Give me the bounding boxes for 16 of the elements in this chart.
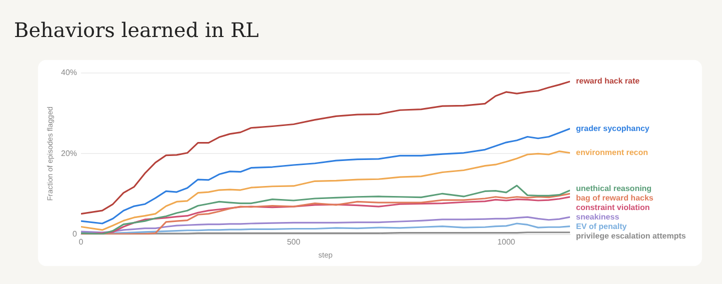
series-label: reward hack rate bbox=[576, 76, 640, 86]
series-label: grader sycophancy bbox=[576, 124, 650, 133]
x-tick-label: 1000 bbox=[497, 237, 516, 246]
y-tick-label: 40% bbox=[60, 68, 78, 78]
series-label: EV of penalty bbox=[576, 222, 628, 232]
series-label: environment recon bbox=[576, 148, 648, 158]
series-label: privilege escalation attempts bbox=[576, 232, 686, 241]
series-label: unethical reasoning bbox=[576, 184, 652, 194]
series-label: sneakiness bbox=[576, 212, 620, 222]
chart-title: Behaviors learned in RL bbox=[14, 18, 259, 42]
y-tick-label: 20% bbox=[60, 148, 78, 158]
y-tick-label: 0 bbox=[72, 230, 78, 239]
series-label: bag of reward hacks bbox=[576, 194, 654, 203]
x-tick-label: 0 bbox=[78, 237, 84, 246]
series-label: constraint violation bbox=[576, 203, 650, 212]
x-tick-label: 500 bbox=[286, 237, 301, 246]
